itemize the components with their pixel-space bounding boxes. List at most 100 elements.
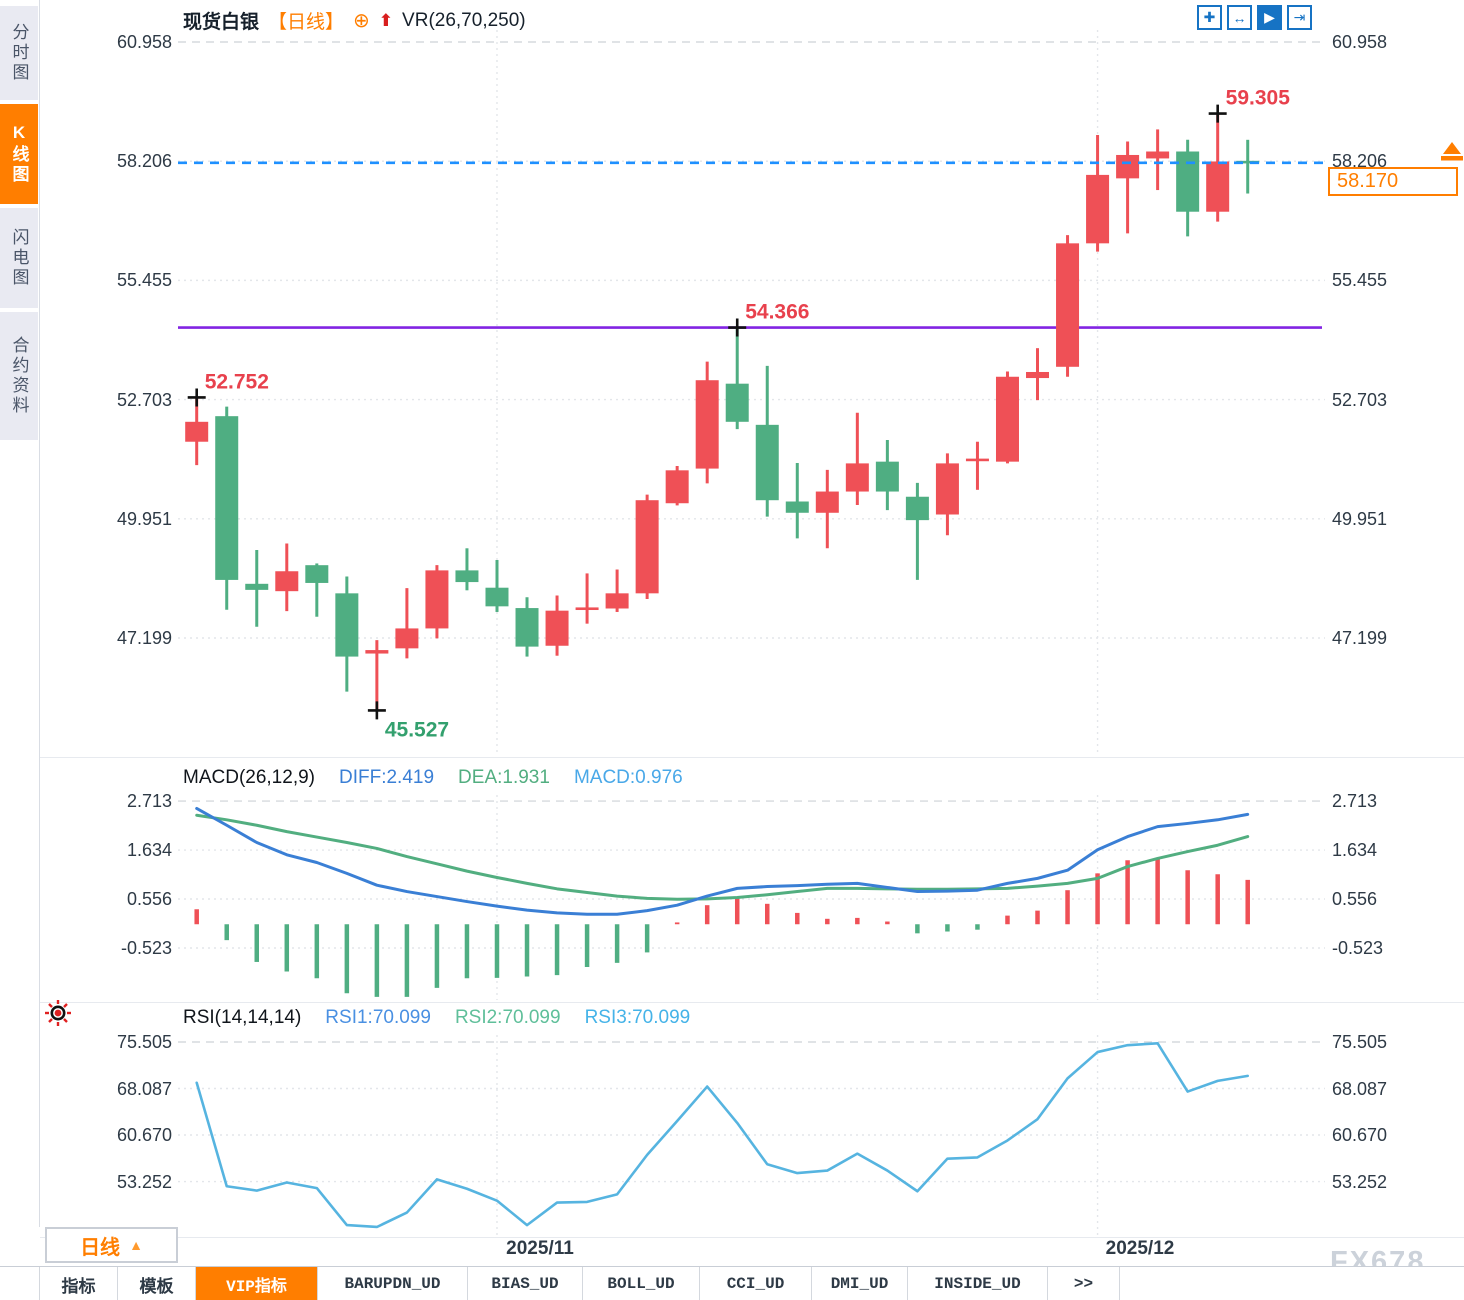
rsi-title-row: RSI(14,14,14) RSI1:70.099 RSI2:70.099 RS… — [183, 1007, 690, 1029]
candle-body — [515, 608, 539, 647]
macd-hist-value: MACD:0.976 — [573, 767, 683, 788]
price-annotation: 52.752 — [205, 370, 269, 393]
candle-body — [1146, 151, 1170, 159]
y-axis-label: 47.199 — [1332, 627, 1388, 648]
candle-body — [1026, 371, 1050, 379]
extreme-marker — [367, 701, 386, 720]
bottom-tab->>[interactable]: >> — [1048, 1267, 1120, 1300]
rsi1-value: RSI1:70.099 — [325, 1007, 431, 1028]
price-arrow-base — [1441, 156, 1463, 161]
y-axis-label: 55.455 — [116, 270, 172, 291]
candle-body — [1056, 243, 1080, 367]
sidebar-item-4[interactable]: 合约资料 — [0, 312, 38, 440]
y-axis-label: 75.505 — [1332, 1032, 1388, 1052]
candle-body — [575, 607, 599, 611]
y-axis-label: 52.703 — [116, 389, 172, 410]
macd-name: MACD(26,12,9) — [183, 767, 315, 788]
candle-body — [785, 501, 809, 513]
y-axis-label: -0.523 — [120, 938, 172, 958]
extreme-marker — [728, 318, 747, 337]
candle-body — [845, 463, 869, 492]
candle-body — [335, 593, 359, 657]
y-axis-label: 2.713 — [126, 791, 172, 812]
y-axis-label: 49.951 — [1332, 508, 1388, 529]
candle-body — [725, 383, 749, 422]
candle-body — [455, 570, 479, 583]
candle-body — [185, 421, 209, 442]
price-annotation: 54.366 — [745, 301, 809, 324]
scale-axis-icon[interactable]: ↔ — [1227, 5, 1252, 30]
candle-body — [875, 461, 899, 492]
buy-signal-arrow-icon: ⬆ — [378, 10, 394, 30]
bottom-tab-boll_ud[interactable]: BOLL_UD — [583, 1267, 700, 1300]
auto-scale-icon[interactable]: ▶ — [1257, 5, 1282, 30]
panel-separator — [40, 757, 1464, 758]
candle-body — [545, 610, 569, 646]
go-to-latest-icon[interactable]: ⇥ — [1287, 5, 1312, 30]
y-axis-label: 1.634 — [1332, 840, 1378, 861]
tab-spacer — [0, 1267, 40, 1300]
bottom-tab-cci_ud[interactable]: CCI_UD — [700, 1267, 812, 1300]
symbol-title: 现货白银 — [183, 12, 260, 33]
sidebar-item-1[interactable]: 分时图 — [0, 6, 38, 100]
timeframe-tag: 【日线】 — [268, 12, 345, 33]
y-axis-label: 60.670 — [1332, 1125, 1388, 1145]
candle-body — [605, 593, 629, 609]
candle-body — [1236, 160, 1260, 164]
y-axis-label: -0.523 — [1332, 938, 1384, 958]
extreme-marker — [187, 388, 206, 407]
target-circle-icon[interactable]: ⊕ — [353, 9, 370, 32]
bottom-tab-bias_ud[interactable]: BIAS_UD — [468, 1267, 583, 1300]
y-axis-label: 68.087 — [1332, 1078, 1388, 1099]
sidebar-item-3[interactable]: 闪电图 — [0, 208, 38, 308]
candle-body — [425, 570, 449, 629]
y-axis-label: 55.455 — [1332, 270, 1388, 291]
timeframe-selector-button[interactable]: 日线 ▲ — [45, 1227, 178, 1263]
y-axis-label: 0.556 — [126, 889, 172, 909]
candle-body — [215, 416, 239, 580]
chart-toolbar: ✚ ↔ ▶ ⇥ — [1197, 5, 1312, 30]
move-chart-icon[interactable]: ✚ — [1197, 5, 1222, 30]
candle-body — [485, 587, 509, 607]
y-axis-label: 47.199 — [116, 627, 172, 648]
current-price-box: 58.170 — [1328, 167, 1458, 196]
macd-title-row: MACD(26,12,9) DIFF:2.419 DEA:1.931 MACD:… — [183, 767, 683, 789]
y-axis-label: 60.958 — [116, 32, 172, 52]
bottom-tab-vip[interactable]: VIP指标 — [196, 1267, 318, 1300]
price-annotation: 59.305 — [1226, 87, 1291, 110]
bottom-tab-inside_ud[interactable]: INSIDE_UD — [908, 1267, 1048, 1300]
candle-body — [755, 424, 779, 501]
chart-header: 现货白银 【日线】 ⊕ ⬆ VR(26,70,250) — [183, 7, 526, 34]
extreme-marker — [1208, 104, 1227, 123]
bottom-tab-[interactable]: 指标 — [40, 1267, 118, 1300]
chart-type-sidebar: 分时图 K线图闪电图合约资料 — [0, 0, 40, 1227]
bottom-tab-[interactable]: 模板 — [118, 1267, 196, 1300]
candle-body — [1206, 161, 1230, 212]
indicator-alert-sun-icon[interactable] — [44, 999, 72, 1027]
candle-body — [965, 458, 989, 462]
candle-body — [275, 571, 299, 592]
timeframe-label: 日线 — [80, 1236, 121, 1259]
sidebar-item-2[interactable]: K线图 — [0, 104, 38, 204]
y-axis-label: 60.670 — [116, 1125, 172, 1145]
x-axis-label: 2025/12 — [1105, 1238, 1175, 1259]
candle-body — [365, 650, 389, 654]
bottom-tab-barupdn_ud[interactable]: BARUPDN_UD — [318, 1267, 468, 1300]
macd-diff-value: DIFF:2.419 — [339, 767, 435, 788]
candle-body — [995, 376, 1019, 462]
candle-body — [1086, 174, 1110, 244]
y-axis-label: 53.252 — [116, 1171, 172, 1192]
rsi-name: RSI(14,14,14) — [183, 1007, 302, 1028]
candle-body — [815, 491, 839, 513]
candle-body — [905, 496, 929, 521]
price-annotation: 45.527 — [385, 718, 449, 741]
price-arrow-up-icon — [1443, 142, 1461, 154]
candle-body — [305, 565, 329, 583]
candle-body — [245, 583, 269, 590]
indicator-tab-bar: 指标 模板 VIP指标 BARUPDN_UD BIAS_UD BOLL_UD CCI_UD D… — [0, 1266, 1464, 1300]
candle-body — [665, 470, 689, 504]
rsi2-value: RSI2:70.099 — [454, 1007, 561, 1028]
bottom-tab-dmi_ud[interactable]: DMI_UD — [812, 1267, 908, 1300]
